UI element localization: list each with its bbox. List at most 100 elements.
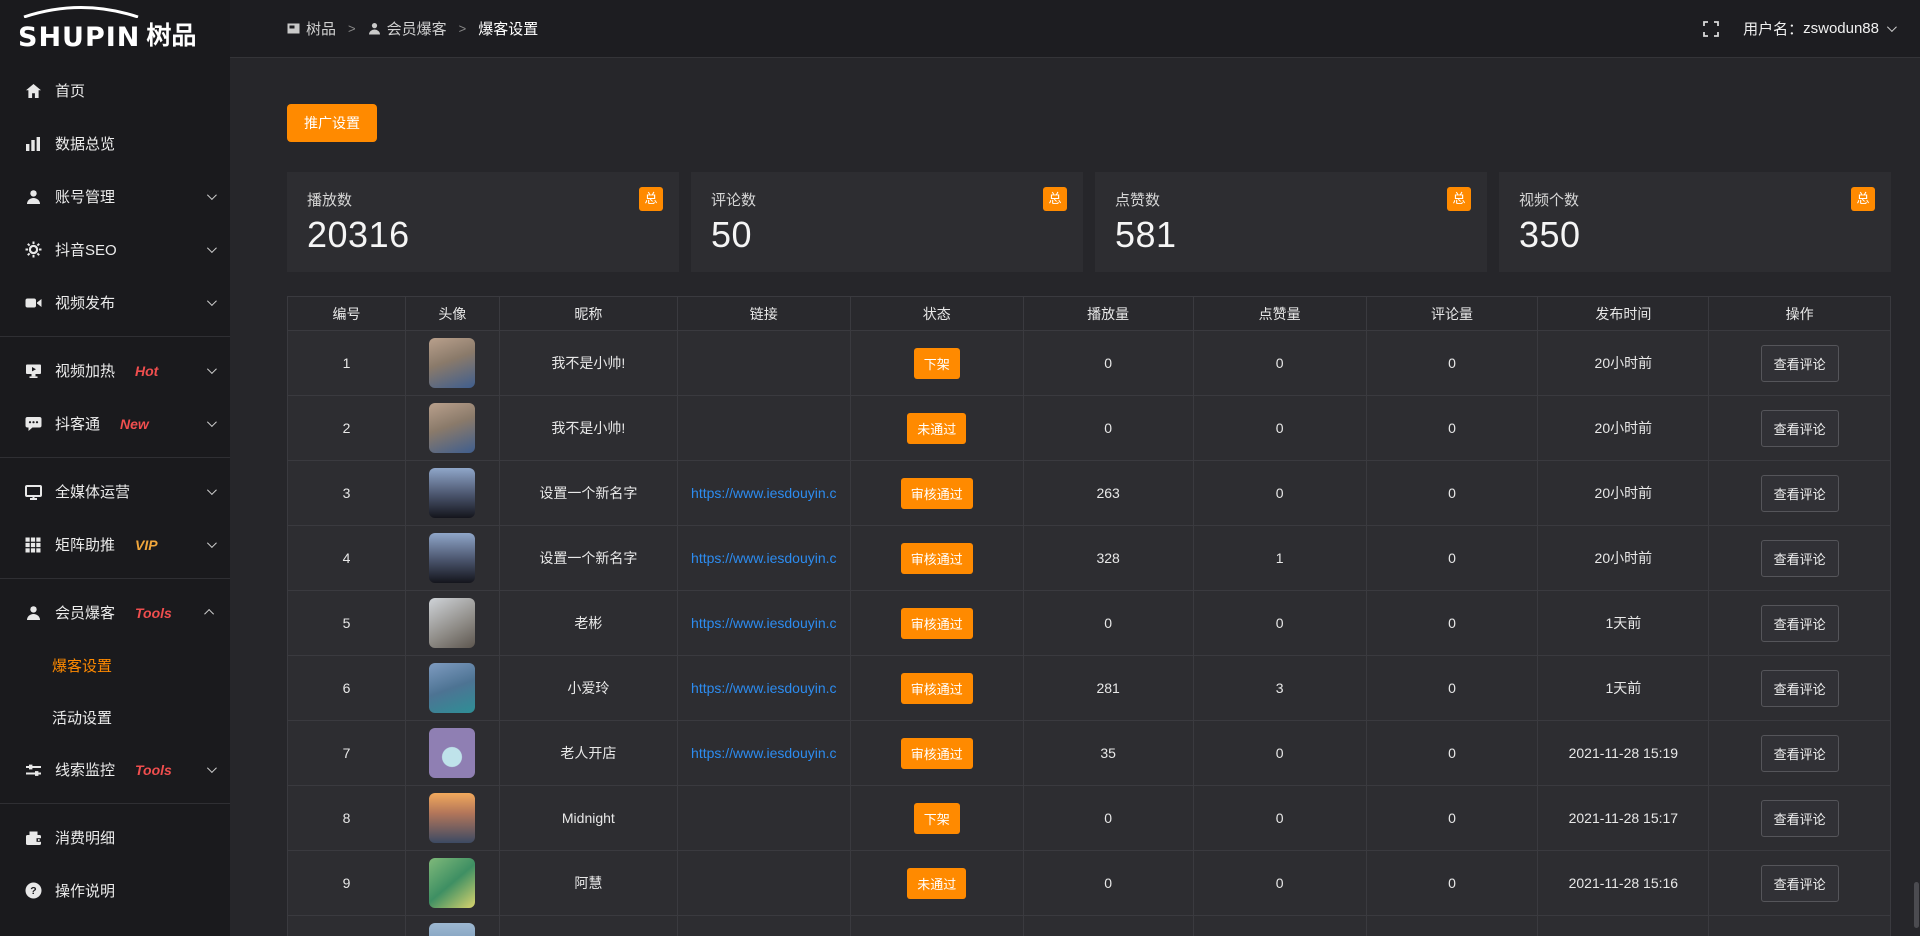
view-comments-button[interactable]: 查看评论: [1760, 669, 1839, 707]
chevron-down-icon: [206, 296, 217, 307]
stat-value: 20316: [307, 214, 410, 255]
sidebar-subitem-baoke-settings[interactable]: 爆客设置: [0, 639, 230, 691]
video-link[interactable]: https://www.iesdouyin.c: [691, 485, 837, 501]
sidebar-item-spending-details[interactable]: 消费明细: [0, 811, 230, 864]
cell-id: 1: [287, 330, 406, 396]
cell-id: 3: [287, 460, 406, 526]
cell-action: 查看评论: [1708, 785, 1891, 851]
sidebar-item-label: 账号管理: [55, 189, 116, 206]
cell-likes: 1: [1192, 525, 1367, 591]
cell-action: 查看评论: [1708, 655, 1891, 721]
cell-likes: 0: [1192, 395, 1367, 461]
cell-avatar: [404, 655, 500, 721]
cell-plays: 0: [1022, 850, 1194, 916]
cell-comments: 0: [1365, 460, 1539, 526]
logo-arc-icon: [23, 6, 139, 18]
view-comments-button[interactable]: 查看评论: [1760, 734, 1839, 772]
cell-nickname: Midnight: [498, 785, 678, 851]
cell-comments: 0: [1365, 525, 1539, 591]
cell-nickname: 我不是小帅!: [498, 330, 678, 396]
cell-status: 审核通过: [849, 460, 1024, 526]
sidebar-item-douyin-seo[interactable]: 抖音SEO: [0, 223, 230, 276]
cell-publish-time: 20小时前: [1537, 330, 1710, 396]
sidebar-item-douketong[interactable]: 抖客通 New: [0, 397, 230, 450]
cell-comments: [1365, 915, 1539, 936]
video-link[interactable]: https://www.iesdouyin.c: [691, 680, 837, 696]
view-comments-button[interactable]: 查看评论: [1760, 344, 1839, 382]
sidebar-item-video-publish[interactable]: 视频发布: [0, 276, 230, 329]
avatar: [429, 793, 476, 843]
sidebar-item-label: 数据总览: [55, 136, 116, 153]
cell-publish-time: 20小时前: [1537, 460, 1710, 526]
fullscreen-icon[interactable]: [1703, 20, 1719, 37]
sidebar-item-data-overview[interactable]: 数据总览: [0, 117, 230, 170]
sidebar-item-video-heating[interactable]: 视频加热 Hot: [0, 344, 230, 397]
status-badge: 审核通过: [900, 542, 973, 574]
sidebar-divider: [0, 336, 230, 337]
column-header: 头像: [404, 296, 500, 331]
view-comments-button[interactable]: 查看评论: [1760, 474, 1839, 512]
avatar: [429, 598, 476, 648]
cell-plays: 0: [1022, 395, 1194, 461]
sidebar-item-label: 消费明细: [55, 830, 116, 847]
sidebar-item-home[interactable]: 首页: [0, 64, 230, 117]
video-icon: [24, 294, 42, 311]
logo-text-en: SHUPIN: [18, 22, 141, 53]
sidebar-item-member-baoke[interactable]: 会员爆客 Tools: [0, 586, 230, 639]
hot-tag: Hot: [135, 362, 159, 379]
view-comments-button[interactable]: 查看评论: [1760, 604, 1839, 642]
cell-action: 查看评论: [1708, 590, 1891, 656]
cell-id: 8: [287, 785, 406, 851]
stat-value: 350: [1519, 214, 1581, 255]
cell-status: 审核通过: [849, 655, 1024, 721]
cell-nickname: 设置一个新名字: [498, 525, 678, 591]
video-link[interactable]: https://www.iesdouyin.c: [691, 615, 837, 631]
breadcrumb-member-baoke[interactable]: 会员爆客: [368, 18, 447, 39]
cell-comments: 0: [1365, 850, 1539, 916]
sidebar-subitem-activity-settings[interactable]: 活动设置: [0, 691, 230, 743]
status-badge: 下架: [913, 802, 960, 834]
cell-link: https://www.iesdouyin.c: [676, 655, 851, 721]
cell-id: [287, 915, 406, 936]
sidebar-item-instructions[interactable]: ? 操作说明: [0, 864, 230, 917]
tools-tag: Tools: [135, 761, 172, 778]
stat-card: 播放数 20316 总: [287, 172, 679, 272]
app-logo[interactable]: SHUPIN 树品: [0, 0, 230, 58]
cell-plays: 263: [1022, 460, 1194, 526]
sliders-icon: [24, 761, 42, 778]
breadcrumb-label: 树品: [306, 21, 337, 38]
scrollbar[interactable]: [1913, 58, 1920, 936]
topbar-right: 用户名： zswodun88: [1703, 18, 1897, 39]
view-comments-button[interactable]: 查看评论: [1760, 409, 1839, 447]
cell-action: 查看评论: [1708, 720, 1891, 786]
status-badge: 审核通过: [900, 607, 973, 639]
view-comments-button[interactable]: 查看评论: [1760, 864, 1839, 902]
sidebar-item-label: 会员爆客: [55, 605, 116, 622]
breadcrumb-separator: >: [458, 21, 467, 36]
user-menu[interactable]: 用户名： zswodun88: [1743, 18, 1897, 39]
avatar: [429, 338, 476, 388]
cell-status: 未通过: [849, 395, 1024, 461]
view-comments-button[interactable]: 查看评论: [1760, 539, 1839, 577]
cell-publish-time: 2021-11-28 15:17: [1537, 785, 1710, 851]
status-badge: 下架: [913, 347, 960, 379]
cell-likes: [1192, 915, 1367, 936]
stat-label: 评论数: [711, 192, 757, 209]
sidebar-item-account-management[interactable]: 账号管理: [0, 170, 230, 223]
video-link[interactable]: https://www.iesdouyin.c: [691, 745, 837, 761]
cell-nickname: 阿慧: [498, 850, 678, 916]
sidebar-item-matrix-boost[interactable]: 矩阵助推 VIP: [0, 518, 230, 571]
scrollbar-thumb[interactable]: [1914, 882, 1919, 928]
promotion-settings-button[interactable]: 推广设置: [287, 104, 377, 142]
breadcrumb-root[interactable]: 树品: [287, 18, 336, 39]
cell-avatar: [404, 850, 500, 916]
video-link[interactable]: https://www.iesdouyin.c: [691, 550, 837, 566]
view-comments-button[interactable]: 查看评论: [1760, 799, 1839, 837]
column-header: 评论量: [1365, 296, 1539, 331]
chevron-down-icon: [206, 364, 217, 375]
total-badge: 总: [639, 187, 663, 211]
sidebar-item-lead-monitoring[interactable]: 线索监控 Tools: [0, 743, 230, 796]
sidebar-item-media-operation[interactable]: 全媒体运营: [0, 465, 230, 518]
status-badge: 审核通过: [900, 672, 973, 704]
sidebar-divider: [0, 578, 230, 579]
